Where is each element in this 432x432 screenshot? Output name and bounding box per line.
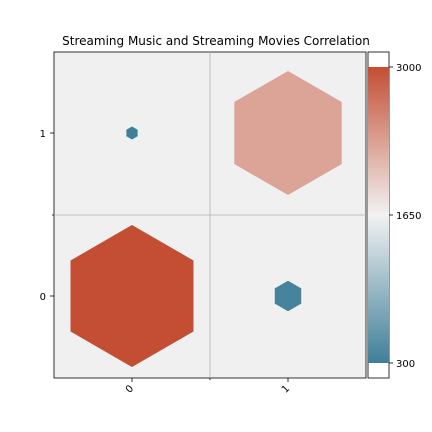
x-tick-label-1: 1: [280, 383, 292, 395]
colorbar-label-3000: 3000: [396, 63, 421, 74]
colorbar-gradient: [368, 67, 389, 363]
y-tick-label-1: 1: [40, 129, 46, 140]
colorbar-label-1650: 1650: [396, 211, 421, 222]
hexagon-marker-x0-y1: [126, 126, 138, 140]
hexagon-markers: [70, 70, 342, 367]
chart-title: Streaming Music and Streaming Movies Cor…: [62, 34, 370, 48]
x-tick-label-0: 0: [124, 383, 136, 395]
hexagon-marker-x1-y1: [234, 70, 342, 196]
hexagon-marker-x0-y0: [70, 225, 194, 367]
hexagon-marker-x1-y0: [274, 280, 302, 312]
colorbar-label-300: 300: [396, 359, 415, 370]
y-tick-label-0: 0: [40, 292, 46, 303]
